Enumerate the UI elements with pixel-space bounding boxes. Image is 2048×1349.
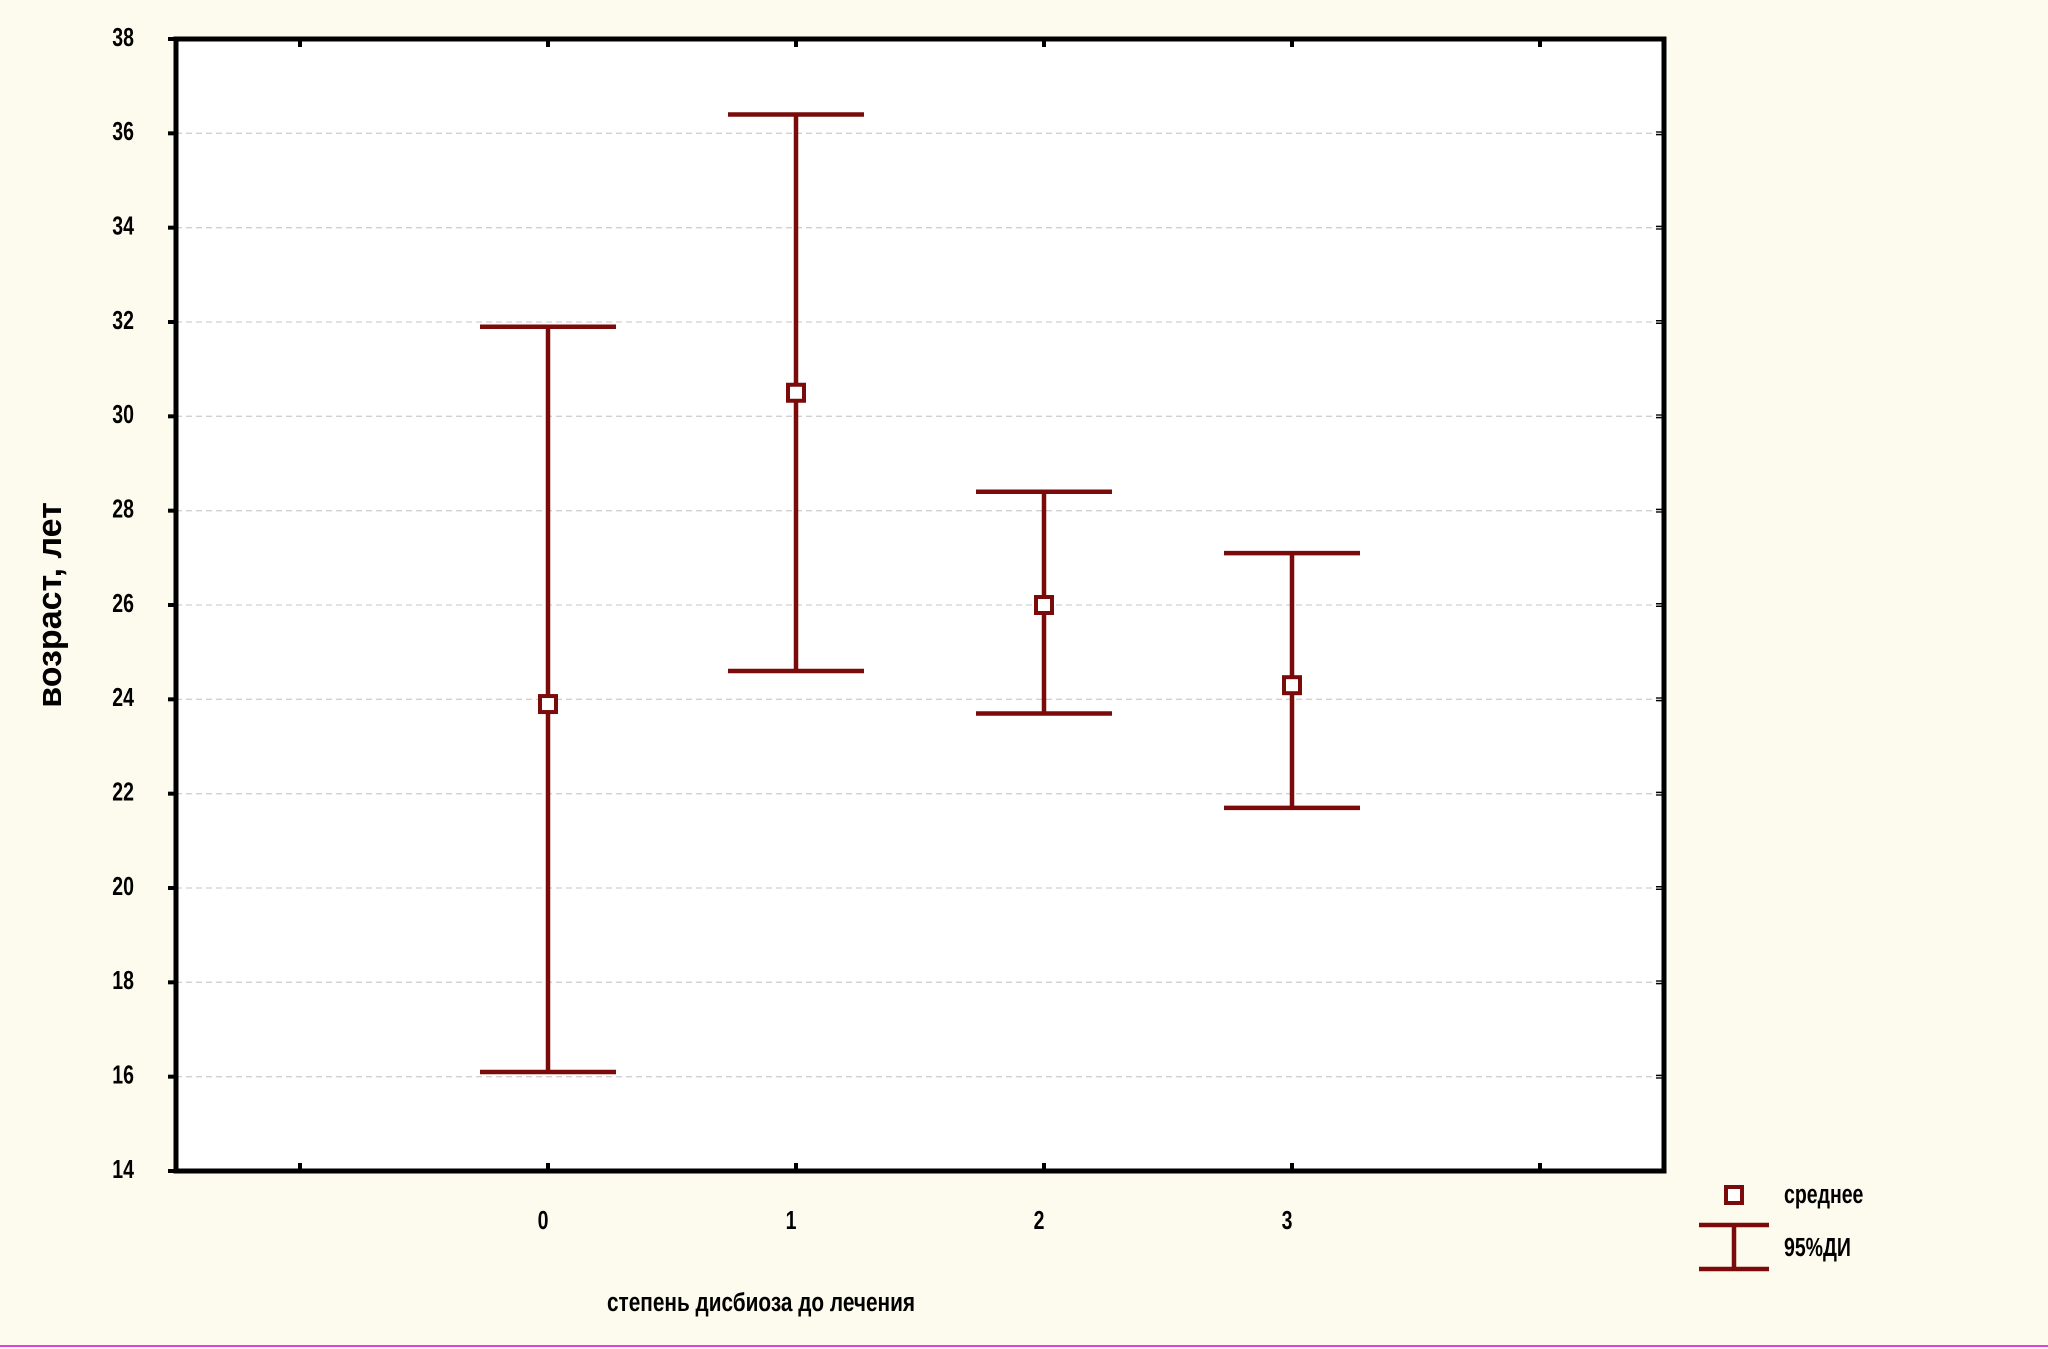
x-tick-label: 2: [1034, 1205, 1045, 1234]
legend-label: среднее: [1784, 1179, 1863, 1208]
mean-marker: [538, 694, 558, 715]
y-tick-label: 34: [112, 211, 134, 240]
x-axis-label: степень дисбиоза до лечения: [607, 1288, 915, 1317]
mean-marker: [786, 382, 806, 403]
y-axis-label: возраст, лет: [31, 502, 69, 708]
y-tick-label: 28: [112, 494, 134, 523]
y-tick-label: 30: [112, 399, 134, 428]
y-tick-label: 24: [112, 682, 134, 711]
legend-mean-marker: [1724, 1185, 1744, 1205]
y-tick-label: 26: [112, 588, 134, 617]
legend-label: 95%ДИ: [1784, 1232, 1851, 1261]
y-tick-label: 22: [112, 777, 134, 806]
y-tick-label: 20: [112, 871, 134, 900]
x-tick-label: 1: [786, 1205, 797, 1234]
mean-marker: [1034, 595, 1054, 615]
y-tick-label: 14: [112, 1154, 134, 1183]
x-tick-label: 3: [1282, 1205, 1293, 1234]
plot-frame: [173, 36, 1667, 1174]
y-tick-label: 36: [112, 116, 134, 145]
y-tick-label: 38: [112, 22, 134, 51]
mean-marker: [1282, 675, 1302, 696]
y-tick-label: 16: [112, 1060, 134, 1089]
y-tick-label: 18: [112, 965, 134, 994]
x-tick-label: 0: [538, 1205, 549, 1234]
y-tick-label: 32: [112, 305, 134, 334]
